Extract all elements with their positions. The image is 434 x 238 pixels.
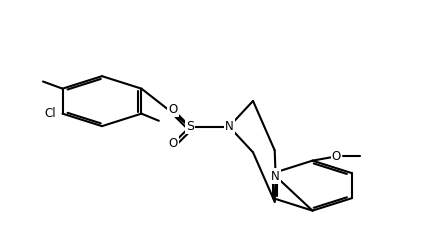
Text: O: O <box>168 103 178 116</box>
Text: S: S <box>186 120 194 133</box>
Text: N: N <box>225 120 233 133</box>
Text: O: O <box>332 150 341 163</box>
Text: N: N <box>271 170 280 183</box>
Text: O: O <box>168 137 178 150</box>
Text: Cl: Cl <box>44 107 56 120</box>
